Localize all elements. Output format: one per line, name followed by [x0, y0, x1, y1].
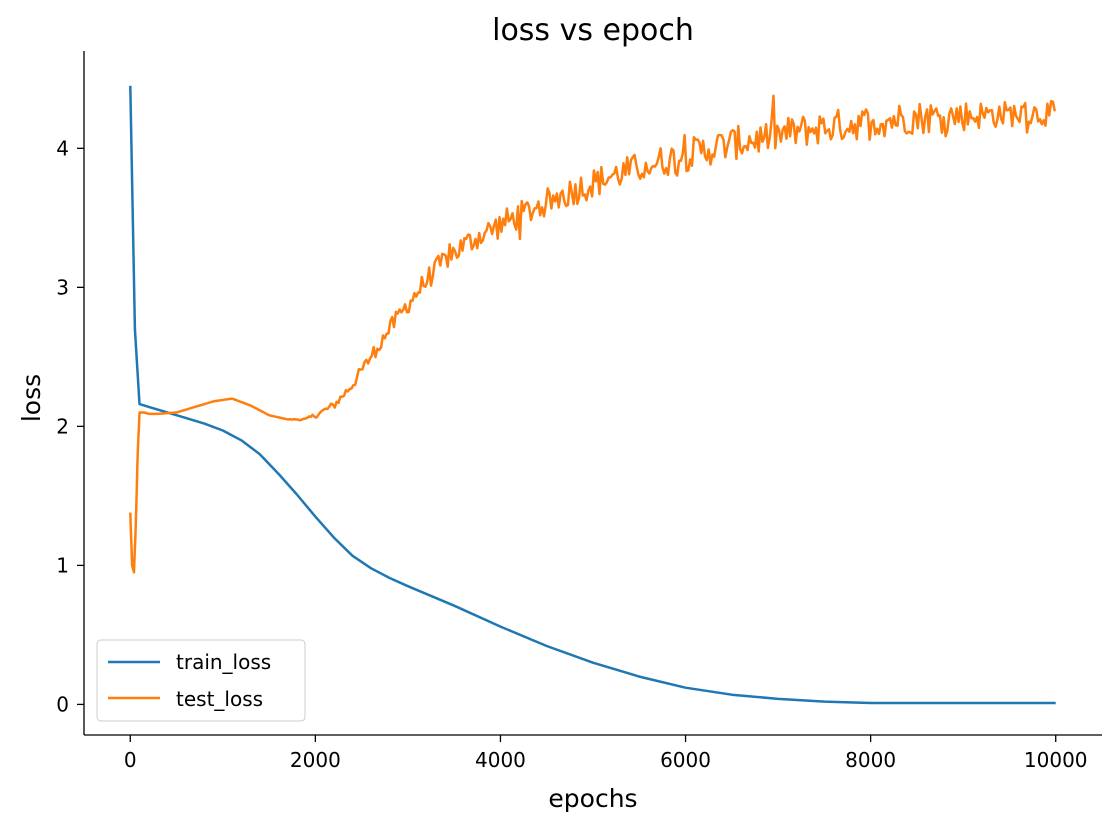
x-tick-label: 6000 — [660, 748, 711, 772]
y-tick-label: 2 — [56, 414, 69, 438]
legend-label-test-loss: test_loss — [176, 687, 263, 711]
series-line-train-loss — [129, 85, 1056, 705]
x-tick-label: 10000 — [1024, 748, 1088, 772]
x-axis-label: epochs — [548, 784, 637, 813]
series-line-test-loss — [129, 94, 1057, 574]
y-tick-label: 3 — [56, 275, 69, 299]
y-axis-label: loss — [17, 374, 46, 422]
x-tick-label: 2000 — [290, 748, 341, 772]
legend: train_loss test_loss — [96, 639, 306, 722]
legend-box — [96, 639, 306, 722]
y-tick-label: 4 — [56, 136, 69, 160]
plot-area — [129, 85, 1057, 705]
y-tick-label: 0 — [56, 692, 69, 716]
x-tick-label: 0 — [124, 748, 137, 772]
legend-label-train-loss: train_loss — [176, 650, 271, 674]
y-ticks: 0 1 2 3 4 — [56, 136, 84, 716]
x-tick-label: 4000 — [475, 748, 526, 772]
chart-title: loss vs epoch — [492, 13, 694, 48]
x-ticks: 0 2000 4000 6000 8000 10000 — [124, 735, 1088, 772]
y-tick-label: 1 — [56, 553, 69, 577]
x-tick-label: 8000 — [845, 748, 896, 772]
